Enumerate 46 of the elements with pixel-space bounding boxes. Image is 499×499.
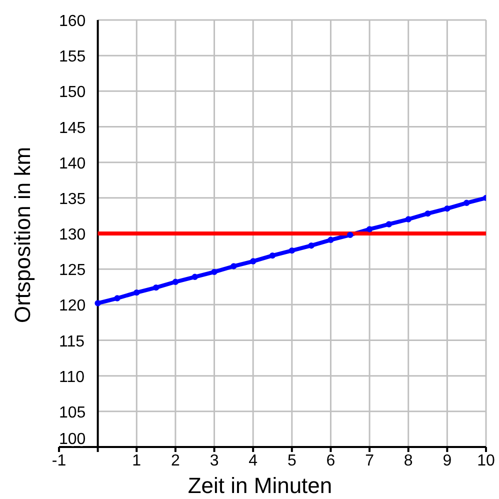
x-tick-label: 8 <box>404 452 413 470</box>
y-tick-label: 120 <box>59 298 86 315</box>
y-tick-label: 150 <box>59 84 86 102</box>
x-tick-label: -1 <box>52 452 66 470</box>
y-tick-label: 110 <box>59 368 85 386</box>
point <box>269 252 276 259</box>
point <box>405 216 412 222</box>
x-tick-label: 7 <box>365 452 374 470</box>
point <box>444 205 450 212</box>
point <box>463 200 470 206</box>
point <box>366 226 373 232</box>
point <box>424 210 431 217</box>
x-tick-label: 5 <box>287 452 296 470</box>
y-axis-title: Ortsposition in km <box>10 146 35 324</box>
y-tick-label: 125 <box>59 262 86 280</box>
point <box>328 236 334 244</box>
x-tick-label: 1 <box>132 452 142 470</box>
point <box>192 274 198 280</box>
y-tick-label: 160 <box>59 13 86 30</box>
point <box>386 221 392 228</box>
y-tick-label: 155 <box>59 48 86 66</box>
y-tick-label: 135 <box>59 190 86 208</box>
point <box>94 300 101 306</box>
x-tick-label: 4 <box>248 452 258 470</box>
x-tick-label: 6 <box>326 452 336 470</box>
x-axis-title: Zeit in Minuten <box>188 473 332 498</box>
x-tick-label: 2 <box>171 452 180 470</box>
y-tick-label: 130 <box>59 226 86 244</box>
x-tick-label: 9 <box>442 452 452 470</box>
point <box>288 247 296 254</box>
point <box>134 289 140 296</box>
point <box>211 268 218 276</box>
y-tick-label: 145 <box>59 120 86 137</box>
point <box>230 263 237 270</box>
point <box>152 284 160 291</box>
point <box>250 258 256 264</box>
y-tick-label: 100 <box>59 431 86 448</box>
point <box>114 295 120 302</box>
y-tick-label: 115 <box>59 333 85 350</box>
y-tick-label: 140 <box>59 155 86 172</box>
point <box>308 242 314 249</box>
point <box>172 278 179 285</box>
x-tick-label: 10 <box>477 452 495 470</box>
y-tick-label: 105 <box>59 404 86 422</box>
x-tick-label: 3 <box>210 452 219 470</box>
point <box>347 232 354 238</box>
